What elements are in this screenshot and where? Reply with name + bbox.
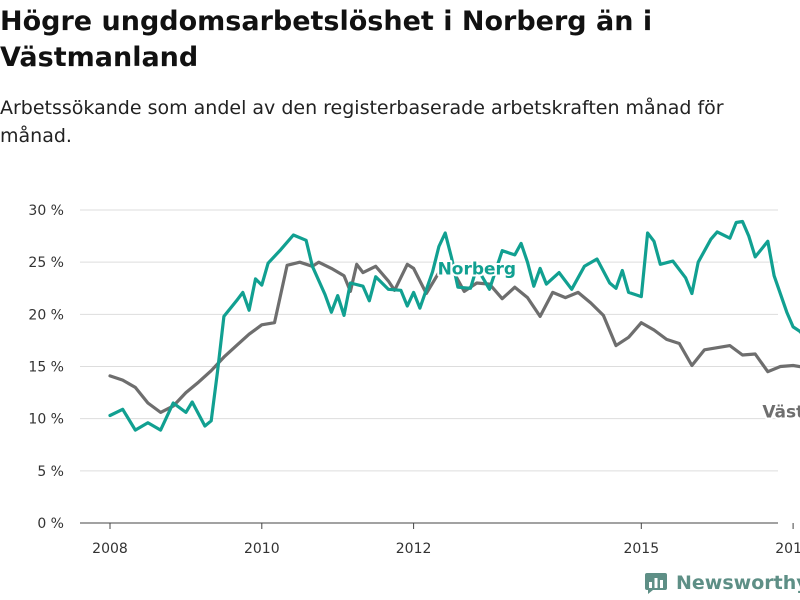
chart-subtitle: Arbetssökande som andel av den registerb…: [0, 97, 724, 147]
y-tick-label: 30 %: [28, 203, 64, 219]
series-line-norberg: [108, 219, 800, 432]
x-tick-label: 2012: [396, 541, 432, 557]
x-tick-label: 2010: [244, 541, 280, 557]
y-tick-label: 25 %: [28, 255, 64, 271]
y-axis-ticks: 0 % 5 % 10 % 15 % 20 % 25 % 30 %: [28, 203, 64, 532]
grid-lines: [80, 209, 778, 524]
series-labels: NorbergVästmanland11,7 %11,3 %: [436, 258, 800, 425]
x-tick-label: 2008: [92, 541, 128, 557]
series-label: Norberg: [438, 260, 517, 280]
chart-title: Högre ungdomsarbetslöshet i Norberg än i…: [0, 6, 653, 73]
x-tick-label: 2017: [775, 541, 800, 557]
x-tick-label: 2015: [623, 541, 659, 557]
series-lines: [108, 219, 800, 432]
newsworthy-logo[interactable]: Newsworthy: [644, 568, 800, 598]
newsworthy-bar-chart-icon: [645, 573, 667, 594]
y-tick-label: 10 %: [28, 412, 64, 428]
series-line-vstmanland: [108, 260, 800, 414]
y-tick-label: 20 %: [28, 307, 64, 323]
y-tick-label: 0 %: [37, 516, 64, 532]
x-axis: 20082010201220152017202020222024: [92, 523, 800, 557]
brand-name: Newsworthy: [676, 572, 800, 594]
y-tick-label: 15 %: [28, 360, 64, 376]
series-label: Västmanland: [762, 403, 800, 423]
y-tick-label: 5 %: [37, 464, 64, 480]
